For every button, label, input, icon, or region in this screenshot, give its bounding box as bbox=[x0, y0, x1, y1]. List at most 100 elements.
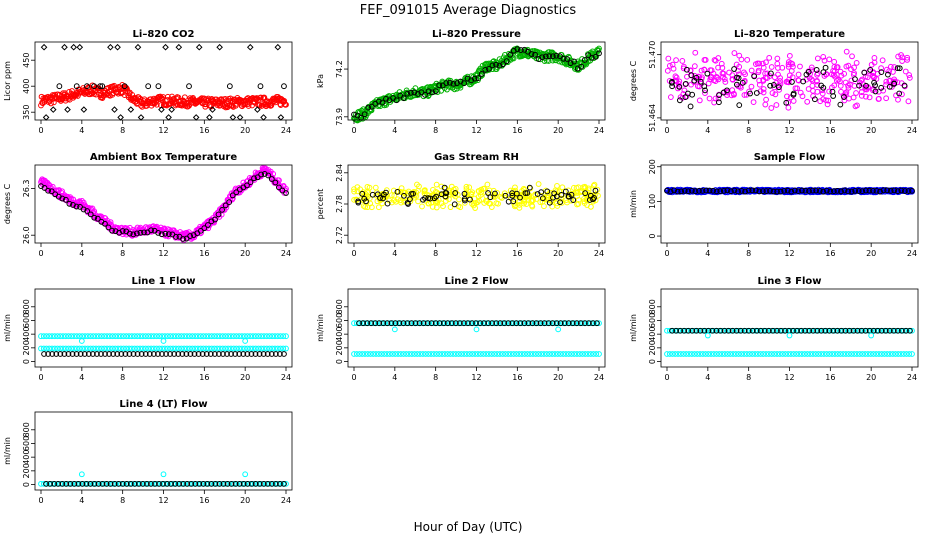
data-point bbox=[851, 83, 858, 89]
x-tick-label: 24 bbox=[907, 249, 917, 258]
data-point bbox=[156, 480, 162, 487]
data-point bbox=[400, 351, 407, 357]
data-point bbox=[123, 333, 130, 340]
data-point bbox=[195, 345, 201, 352]
data-point bbox=[505, 198, 512, 205]
data-point bbox=[553, 320, 560, 327]
data-point bbox=[102, 351, 108, 357]
data-point bbox=[722, 79, 729, 85]
data-point bbox=[220, 351, 226, 357]
data-point bbox=[738, 351, 745, 357]
data-point bbox=[774, 327, 780, 334]
data-point bbox=[353, 320, 360, 327]
data-point bbox=[407, 89, 414, 96]
y-tick-label: 200 bbox=[648, 159, 657, 174]
data-point bbox=[868, 61, 875, 68]
data-point bbox=[57, 333, 64, 340]
y-tick-label: 74.2 bbox=[335, 60, 344, 78]
data-point bbox=[384, 351, 390, 357]
data-point bbox=[562, 188, 569, 195]
y-axis-label: ml/min bbox=[3, 314, 12, 342]
data-point bbox=[186, 83, 192, 90]
data-point bbox=[827, 188, 834, 195]
panel-title: Ambient Box Temperature bbox=[90, 152, 237, 163]
data-point bbox=[195, 351, 202, 357]
data-point bbox=[731, 187, 738, 194]
data-point bbox=[469, 189, 476, 196]
data-point bbox=[738, 56, 745, 63]
data-point bbox=[545, 320, 552, 327]
data-point bbox=[774, 55, 781, 62]
data-point bbox=[272, 333, 278, 340]
data-point bbox=[691, 77, 698, 84]
data-point bbox=[153, 480, 160, 487]
data-point bbox=[868, 332, 875, 339]
data-point bbox=[448, 320, 455, 327]
data-point bbox=[585, 351, 591, 357]
data-point bbox=[671, 187, 678, 194]
data-point bbox=[206, 333, 212, 340]
data-point bbox=[236, 114, 244, 121]
data-point bbox=[365, 189, 372, 196]
data-point bbox=[535, 320, 542, 327]
panel-5: Gas Stream RH 0 4 8 12 16 20 24 2.72 2.78 2.84 perc… bbox=[316, 152, 606, 258]
data-point bbox=[91, 83, 97, 90]
data-point bbox=[228, 333, 234, 340]
data-point bbox=[65, 351, 72, 357]
x-tick-label: 4 bbox=[79, 126, 84, 135]
data-point bbox=[775, 65, 781, 71]
data-point bbox=[685, 188, 692, 195]
data-point bbox=[59, 480, 66, 487]
x-tick-label: 8 bbox=[120, 373, 125, 382]
data-point bbox=[583, 188, 590, 195]
data-point bbox=[697, 78, 704, 85]
y-axis-label: ml/min bbox=[316, 314, 325, 342]
data-point bbox=[143, 480, 150, 487]
data-point bbox=[863, 82, 869, 89]
data-point bbox=[790, 90, 797, 97]
data-point bbox=[128, 333, 135, 340]
data-point bbox=[768, 105, 775, 111]
data-point bbox=[161, 480, 168, 487]
data-point bbox=[126, 333, 132, 340]
data-point bbox=[170, 345, 177, 352]
x-tick-label: 4 bbox=[705, 126, 710, 135]
data-point bbox=[731, 66, 737, 72]
data-point bbox=[183, 333, 190, 340]
panel-6: Sample Flow 0 4 8 12 16 20 24 0 100 200 ml/min bbox=[629, 152, 919, 258]
data-point bbox=[528, 51, 535, 57]
data-point bbox=[159, 351, 165, 357]
x-tick-label: 0 bbox=[351, 373, 356, 382]
data-point bbox=[689, 327, 696, 334]
data-point bbox=[838, 88, 844, 95]
data-point bbox=[104, 345, 110, 352]
data-point bbox=[843, 351, 849, 357]
data-point bbox=[461, 80, 467, 87]
data-point bbox=[266, 333, 273, 340]
data-point bbox=[180, 480, 187, 487]
data-point bbox=[374, 191, 381, 198]
data-point bbox=[280, 333, 287, 340]
data-point bbox=[731, 50, 738, 56]
panel-title: Li–820 Pressure bbox=[432, 29, 521, 40]
data-point bbox=[167, 345, 174, 352]
data-point bbox=[224, 351, 230, 357]
data-point bbox=[813, 67, 820, 73]
data-point bbox=[101, 333, 108, 340]
data-point bbox=[386, 351, 393, 357]
data-point bbox=[73, 345, 80, 352]
data-point bbox=[716, 351, 723, 357]
data-point bbox=[590, 182, 597, 189]
data-point bbox=[188, 480, 195, 487]
data-point bbox=[513, 351, 520, 357]
data-point bbox=[665, 55, 672, 62]
data-point bbox=[737, 327, 744, 334]
data-point bbox=[757, 327, 764, 334]
data-point bbox=[676, 78, 683, 85]
data-point bbox=[62, 345, 69, 352]
data-point bbox=[105, 224, 112, 231]
data-point bbox=[250, 333, 256, 340]
data-point bbox=[830, 327, 837, 334]
y-axis-label: degrees C bbox=[629, 60, 638, 101]
